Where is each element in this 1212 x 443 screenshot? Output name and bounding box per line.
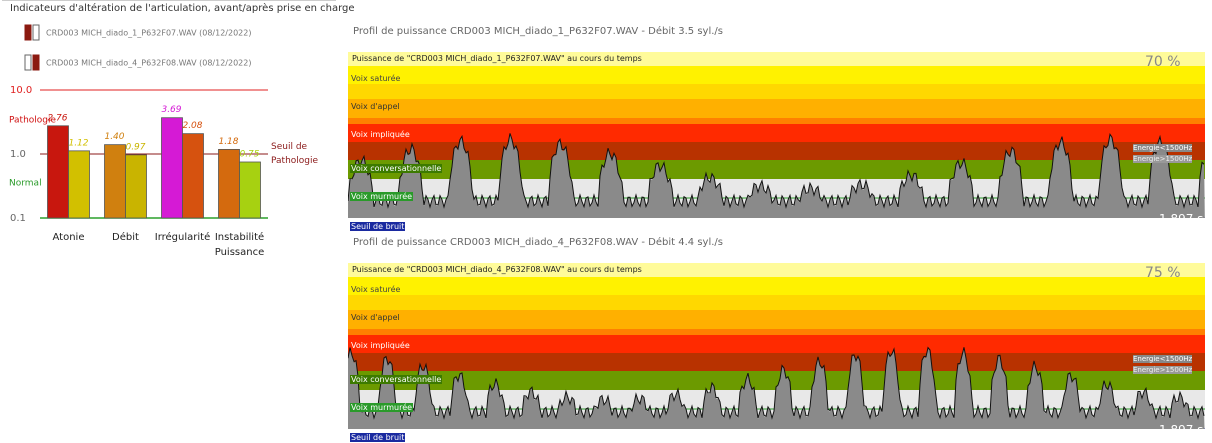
duration: 1.897 s [1159,423,1204,437]
zone-band [348,371,1205,390]
x-tick-label: Débit [112,232,139,243]
zone-label: Voix murmurée [350,192,414,201]
inner-title: Puissance de "CRD003 MICH_diado_1_P632F0… [352,54,642,63]
zone-band [348,99,1205,118]
percent: 75 % [1145,265,1181,281]
zone-band [348,277,1205,295]
zone-band [348,310,1205,329]
zone-band [348,218,1205,235]
legend-swatch [32,24,40,41]
power-profile [348,52,1205,235]
value-label: 1.18 [218,137,238,147]
zone-label: Voix saturée [351,74,401,83]
y-tick-label: 1.0 [10,149,26,160]
zone-label: Voix d'appel [351,313,400,322]
value-label: 1.40 [104,132,124,142]
value-label: 2.76 [47,113,67,123]
x-tick-label: Instabilité Puissance [214,232,265,258]
legend-swatch [24,54,32,71]
value-label: 2.08 [182,121,202,131]
annotation: Normal [9,179,42,189]
zone-band [348,295,1205,310]
bar [47,125,69,219]
energy-label: Energie<1500Hz [1133,144,1193,152]
power-profile [348,263,1205,443]
energy-label: Energie>1500Hz [1133,155,1193,163]
zone-label: Seuil de bruit [350,222,406,231]
panel-title: Indicateurs d'altération de l'articulati… [10,3,355,14]
zone-band [348,66,1205,84]
bar [125,154,147,219]
zone-band [348,329,1205,335]
bar [104,144,126,219]
zone-label: Voix d'appel [351,102,400,111]
zone-label: Voix murmurée [350,403,414,412]
energy-label: Energie>1500Hz [1133,366,1193,374]
x-tick-label: Atonie [52,232,85,243]
inner-title: Puissance de "CRD003 MICH_diado_4_P632F0… [352,265,642,274]
energy-label: Energie<1500Hz [1133,355,1193,363]
bar [161,117,183,219]
value-label: 0.97 [125,142,145,152]
value-label: 1.12 [68,138,88,148]
zone-band [348,335,1205,353]
waveform-outline [348,132,1205,209]
value-label: 0.75 [239,149,259,159]
profile-panel: Profil de puissance CRD003 MICH_diado_1_… [340,0,1212,443]
zone-band [348,52,1205,66]
profile-title: Profil de puissance CRD003 MICH_diado_1_… [353,26,723,37]
bar [68,150,90,219]
bar [218,148,240,219]
zone-label: Voix impliquée [351,130,410,139]
zone-label: Seuil de bruit [350,433,406,442]
y-tick-label: 10.0 [10,85,32,96]
profile-title: Profil de puissance CRD003 MICH_diado_4_… [353,237,723,248]
waveform-area [348,348,1205,443]
percent: 70 % [1145,54,1181,70]
bar-chart: CRD003 MICH_diado_1_P632F07.WAV (08/12/2… [9,24,268,224]
annotation: Seuil de Pathologie [271,142,319,166]
zone-band [348,142,1205,160]
waveform-area [348,134,1205,235]
zone-label: Voix conversationnelle [350,375,443,384]
duration: 1.897 s [1159,212,1204,226]
zone-band [348,263,1205,277]
zone-label: Voix impliquée [351,341,410,350]
legend-label: CRD003 MICH_diado_1_P632F07.WAV (08/12/2… [46,29,251,38]
zone-label: Voix saturée [351,285,401,294]
zone-band [348,84,1205,99]
zone-band [348,353,1205,371]
y-tick-label: 0.1 [10,213,26,224]
zone-band [348,118,1205,124]
legend-icon [24,54,40,71]
annotation: Pathologie [9,116,56,126]
value-label: 3.69 [161,105,181,115]
zone-band [348,429,1205,443]
legend-label: CRD003 MICH_diado_4_P632F08.WAV (08/12/2… [46,59,251,68]
legend-swatch [24,24,32,41]
indicator-panel: CRD003 MICH_diado_1_P632F07.WAV (08/12/2… [0,0,340,443]
zone-label: Voix conversationnelle [350,164,443,173]
zone-band [348,124,1205,142]
zone-band [348,160,1205,179]
bar [182,133,204,219]
bar [239,161,261,219]
legend-swatch [32,54,40,71]
x-tick-label: Irrégularité [154,232,211,243]
waveform-outline [348,346,1205,420]
legend-icon [24,24,40,41]
